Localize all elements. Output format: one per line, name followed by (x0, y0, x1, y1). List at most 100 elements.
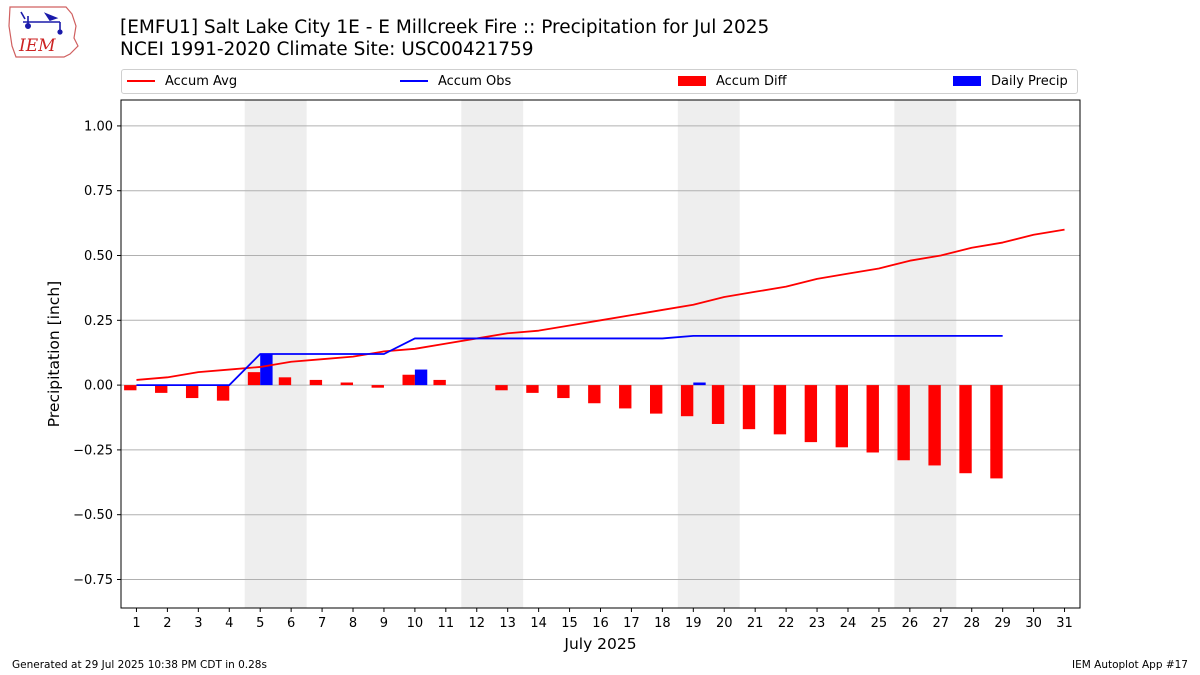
x-tick-label: 26 (902, 616, 919, 631)
accum-diff-bar-day-14 (526, 385, 539, 393)
daily-precip-bar-day-19 (693, 382, 706, 386)
x-tick-label: 5 (256, 616, 264, 631)
chart-legend: Accum Avg Accum Obs Accum Diff Daily Precip (121, 69, 1078, 94)
accum-diff-bar-day-5 (247, 372, 261, 386)
y-tick-label: −0.75 (73, 573, 113, 588)
accum-diff-bar-day-27 (928, 385, 941, 466)
x-tick-label: 24 (840, 616, 857, 631)
x-tick-label: 2 (163, 616, 171, 631)
x-tick-label: 19 (685, 616, 702, 631)
weekend-shade-2 (461, 100, 524, 608)
y-tick-label: −0.50 (73, 508, 113, 523)
y-tick-label: −0.25 (73, 443, 113, 458)
x-tick-label: 28 (963, 616, 980, 631)
legend-swatch (400, 79, 428, 82)
x-tick-label: 17 (623, 616, 640, 631)
accum-diff-bar-day-11 (433, 379, 446, 386)
y-tick-label: 0.75 (84, 184, 113, 199)
legend-label: Daily Precip (991, 74, 1068, 89)
accum-diff-bar-day-19 (680, 385, 694, 417)
x-tick-label: 23 (809, 616, 826, 631)
y-axis-label: Precipitation [inch] (45, 281, 63, 427)
x-tick-label: 6 (287, 616, 295, 631)
chart-title: [EMFU1] Salt Lake City 1E - E Millcreek … (120, 17, 770, 38)
accum-diff-bar-day-8 (340, 382, 354, 386)
accum-diff-bar-day-10 (402, 374, 415, 386)
accum-diff-bar-day-1 (124, 385, 137, 391)
x-tick-label: 25 (871, 616, 888, 631)
legend-swatch (953, 75, 981, 86)
legend-label: Accum Diff (716, 74, 787, 89)
legend-entry-daily-precip: Daily Precip (953, 74, 1068, 90)
accum-diff-bar-day-3 (185, 385, 199, 399)
accum-diff-bar-day-15 (557, 385, 570, 399)
chart-subtitle: NCEI 1991-2020 Climate Site: USC00421759 (120, 39, 534, 60)
accum-diff-bar-day-9 (371, 385, 384, 388)
accum-diff-bar-day-7 (309, 379, 323, 386)
x-tick-label: 31 (1056, 616, 1073, 631)
iem-logo: IEM (8, 6, 79, 58)
accum-diff-bar-day-25 (866, 385, 879, 453)
x-tick-label: 1 (132, 616, 140, 631)
x-tick-label: 29 (994, 616, 1011, 631)
footer-app: IEM Autoplot App #17 (1072, 659, 1188, 671)
x-tick-label: 22 (778, 616, 795, 631)
legend-entry-accum-obs: Accum Obs (400, 74, 511, 90)
x-tick-label: 21 (747, 616, 764, 631)
logo-text: IEM (18, 36, 56, 56)
x-tick-label: 30 (1025, 616, 1042, 631)
footer-generated: Generated at 29 Jul 2025 10:38 PM CDT in… (12, 659, 267, 671)
x-tick-label: 9 (380, 616, 388, 631)
accum-diff-bar-day-23 (804, 385, 818, 443)
weekend-shade-4 (894, 100, 957, 608)
legend-swatch (678, 75, 706, 86)
accum-obs-line (136, 334, 1003, 387)
accum-diff-bar-day-16 (588, 385, 601, 404)
daily-precip-bar-day-5 (260, 354, 273, 386)
accum-diff-bar-day-26 (897, 385, 910, 461)
x-tick-label: 12 (468, 616, 485, 631)
weather-station-icon (20, 11, 63, 35)
x-tick-label: 11 (438, 616, 455, 631)
x-tick-label: 4 (225, 616, 233, 631)
x-axis-label: July 2025 (563, 635, 636, 653)
legend-entry-accum-diff: Accum Diff (678, 74, 787, 90)
x-tick-label: 27 (933, 616, 950, 631)
x-tick-label: 15 (561, 616, 578, 631)
accum-diff-bar-day-24 (835, 385, 848, 448)
accum-diff-bar-day-13 (495, 385, 508, 391)
x-tick-label: 20 (716, 616, 733, 631)
x-tick-label: 13 (499, 616, 516, 631)
accum-diff-bar-day-22 (773, 385, 787, 435)
y-tick-label: 0.00 (84, 379, 113, 394)
legend-label: Accum Avg (165, 74, 238, 89)
accum-diff-bar-day-4 (216, 385, 230, 401)
y-tick-label: 1.00 (84, 119, 113, 134)
accum-diff-bar-day-21 (742, 385, 756, 430)
x-tick-label: 18 (654, 616, 671, 631)
x-tick-label: 8 (349, 616, 357, 631)
legend-swatch (127, 79, 155, 82)
accum-diff-bar-day-20 (711, 385, 725, 424)
accum-diff-bar-day-29 (990, 385, 1003, 479)
weekend-shade-3 (677, 100, 740, 608)
daily-precip-bar-day-10 (414, 369, 428, 386)
iowa-outline-icon (8, 6, 79, 58)
x-tick-label: 7 (318, 616, 326, 631)
accum-avg-line (136, 228, 1065, 381)
x-tick-label: 3 (194, 616, 202, 631)
y-tick-label: 0.50 (84, 249, 113, 264)
accum-diff-bar-day-2 (155, 385, 168, 393)
accum-diff-bar-day-18 (649, 385, 663, 414)
x-tick-label: 14 (530, 616, 547, 631)
y-tick-label: 0.25 (84, 314, 113, 329)
legend-entry-accum-avg: Accum Avg (127, 74, 237, 90)
accum-diff-bar-day-6 (278, 377, 292, 386)
accum-diff-bar-day-28 (959, 385, 972, 474)
x-tick-label: 10 (407, 616, 424, 631)
accum-diff-bar-day-17 (619, 385, 632, 409)
legend-label: Accum Obs (438, 74, 512, 89)
x-tick-label: 16 (592, 616, 609, 631)
